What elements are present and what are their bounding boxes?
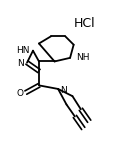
Text: NH: NH [76, 53, 90, 62]
Text: O: O [16, 89, 23, 98]
Text: HCl: HCl [74, 17, 95, 30]
Text: N: N [60, 86, 67, 95]
Text: N: N [17, 59, 23, 68]
Text: HN: HN [16, 46, 29, 55]
